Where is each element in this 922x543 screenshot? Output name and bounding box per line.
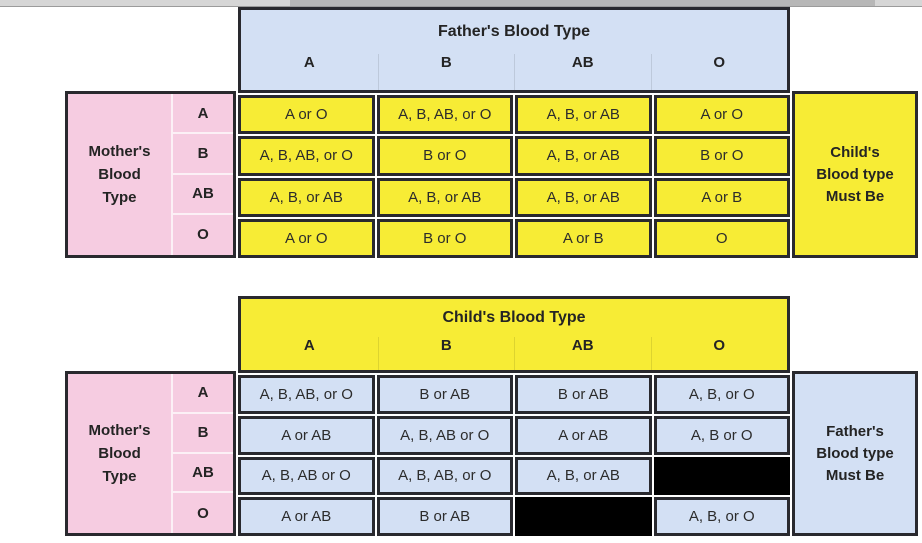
table-cell: A, B or O (653, 415, 790, 455)
result-label-line: Blood type (816, 165, 894, 183)
result-label-line: Blood type (816, 444, 894, 462)
column-labels: A B AB O (241, 54, 787, 90)
table-cell: A or AB (515, 415, 652, 455)
table-cell: A or O (653, 95, 790, 135)
table-cell: B or O (376, 136, 513, 176)
group-label-line: Blood (98, 166, 141, 183)
result-label: Father's Blood type Must Be (792, 371, 918, 536)
table-cell: O (653, 218, 790, 258)
father-blood-type-table: Father's Blood Type A B AB O Mother's Blood T… (65, 7, 918, 258)
row-labels: A B AB O (173, 374, 233, 533)
table-cell: A, B, or O (653, 497, 790, 536)
row-label: AB (173, 175, 233, 215)
table-cell: A or AB (238, 497, 375, 536)
table-cell: A, B, or AB (515, 456, 652, 496)
horizontal-scrollbar[interactable] (0, 0, 922, 7)
table-cell: A, B, or AB (238, 177, 375, 217)
group-label-line: Mother's (88, 143, 151, 160)
group-label-line: Type (102, 468, 137, 485)
row-label: B (173, 414, 233, 454)
row-label: A (173, 374, 233, 414)
column-label: B (377, 337, 515, 370)
table-cell: A or B (653, 177, 790, 217)
table-cell: A or O (238, 95, 375, 135)
row-label: B (173, 134, 233, 175)
table-cell: A, B, or AB (376, 177, 513, 217)
table-cell: A or B (515, 218, 652, 258)
table-cell: B or AB (376, 497, 513, 536)
table-title: Child's Blood Type (442, 309, 586, 326)
table-cell: A, B, or AB (515, 177, 652, 217)
group-label-line: Blood (98, 445, 141, 462)
row-labels: A B AB O (173, 94, 233, 255)
row-header: Mother's Blood Type A B AB O (65, 371, 236, 536)
table-cell: A, B, AB, or O (238, 375, 375, 414)
table-cell: A or O (238, 218, 375, 258)
row-label: AB (173, 454, 233, 494)
column-label: B (377, 54, 515, 90)
table-cell: A, B, AB or O (376, 415, 513, 455)
group-label-line: Type (102, 189, 137, 206)
column-label: A (303, 337, 315, 354)
table-cell: A or AB (238, 415, 375, 455)
child-blood-type-table: Child's Blood Type A B AB O Mother's Blood Ty… (65, 296, 918, 536)
row-group-label: Mother's Blood Type (68, 94, 173, 255)
table-cell: A, B, or O (653, 375, 790, 414)
column-labels: A B AB O (241, 337, 787, 370)
column-label: O (650, 337, 788, 370)
result-label-line: Child's (830, 143, 880, 161)
row-label: O (197, 226, 209, 244)
result-label-line: Father's (826, 422, 884, 440)
row-header: Mother's Blood Type A B AB O (65, 91, 236, 258)
data-grid: A or O A, B, AB, or O A, B, or AB A or O A, … (238, 95, 790, 258)
table-cell: A, B, or AB (515, 95, 652, 135)
scrollbar-thumb[interactable] (290, 0, 875, 6)
redacted-cell (515, 497, 652, 536)
row-group-label: Mother's Blood Type (68, 374, 173, 533)
result-label-line: Must Be (825, 466, 885, 484)
column-header: Child's Blood Type A B AB O (238, 296, 790, 373)
row-label: O (197, 504, 209, 522)
column-label: A (303, 54, 315, 71)
table-cell: B or O (376, 218, 513, 258)
column-label: AB (514, 54, 651, 90)
redacted-cell (653, 456, 790, 496)
result-label: Child's Blood type Must Be (792, 91, 918, 258)
table-cell: B or AB (376, 375, 513, 414)
table-cell: A, B, AB or O (238, 456, 375, 496)
column-label: O (650, 54, 788, 90)
table-cell: A, B, or AB (515, 136, 652, 176)
table-cell: A, B, AB, or O (376, 95, 513, 135)
row-label: A (173, 94, 233, 135)
table-title: Father's Blood Type (438, 23, 590, 40)
table-cell: A, B, AB, or O (238, 136, 375, 176)
table-cell: A, B, AB, or O (376, 456, 513, 496)
table-cell: B or O (653, 136, 790, 176)
result-label-line: Must Be (825, 187, 885, 205)
column-label: AB (514, 337, 651, 370)
column-header: Father's Blood Type A B AB O (238, 7, 790, 93)
group-label-line: Mother's (88, 422, 151, 439)
table-cell: B or AB (515, 375, 652, 414)
